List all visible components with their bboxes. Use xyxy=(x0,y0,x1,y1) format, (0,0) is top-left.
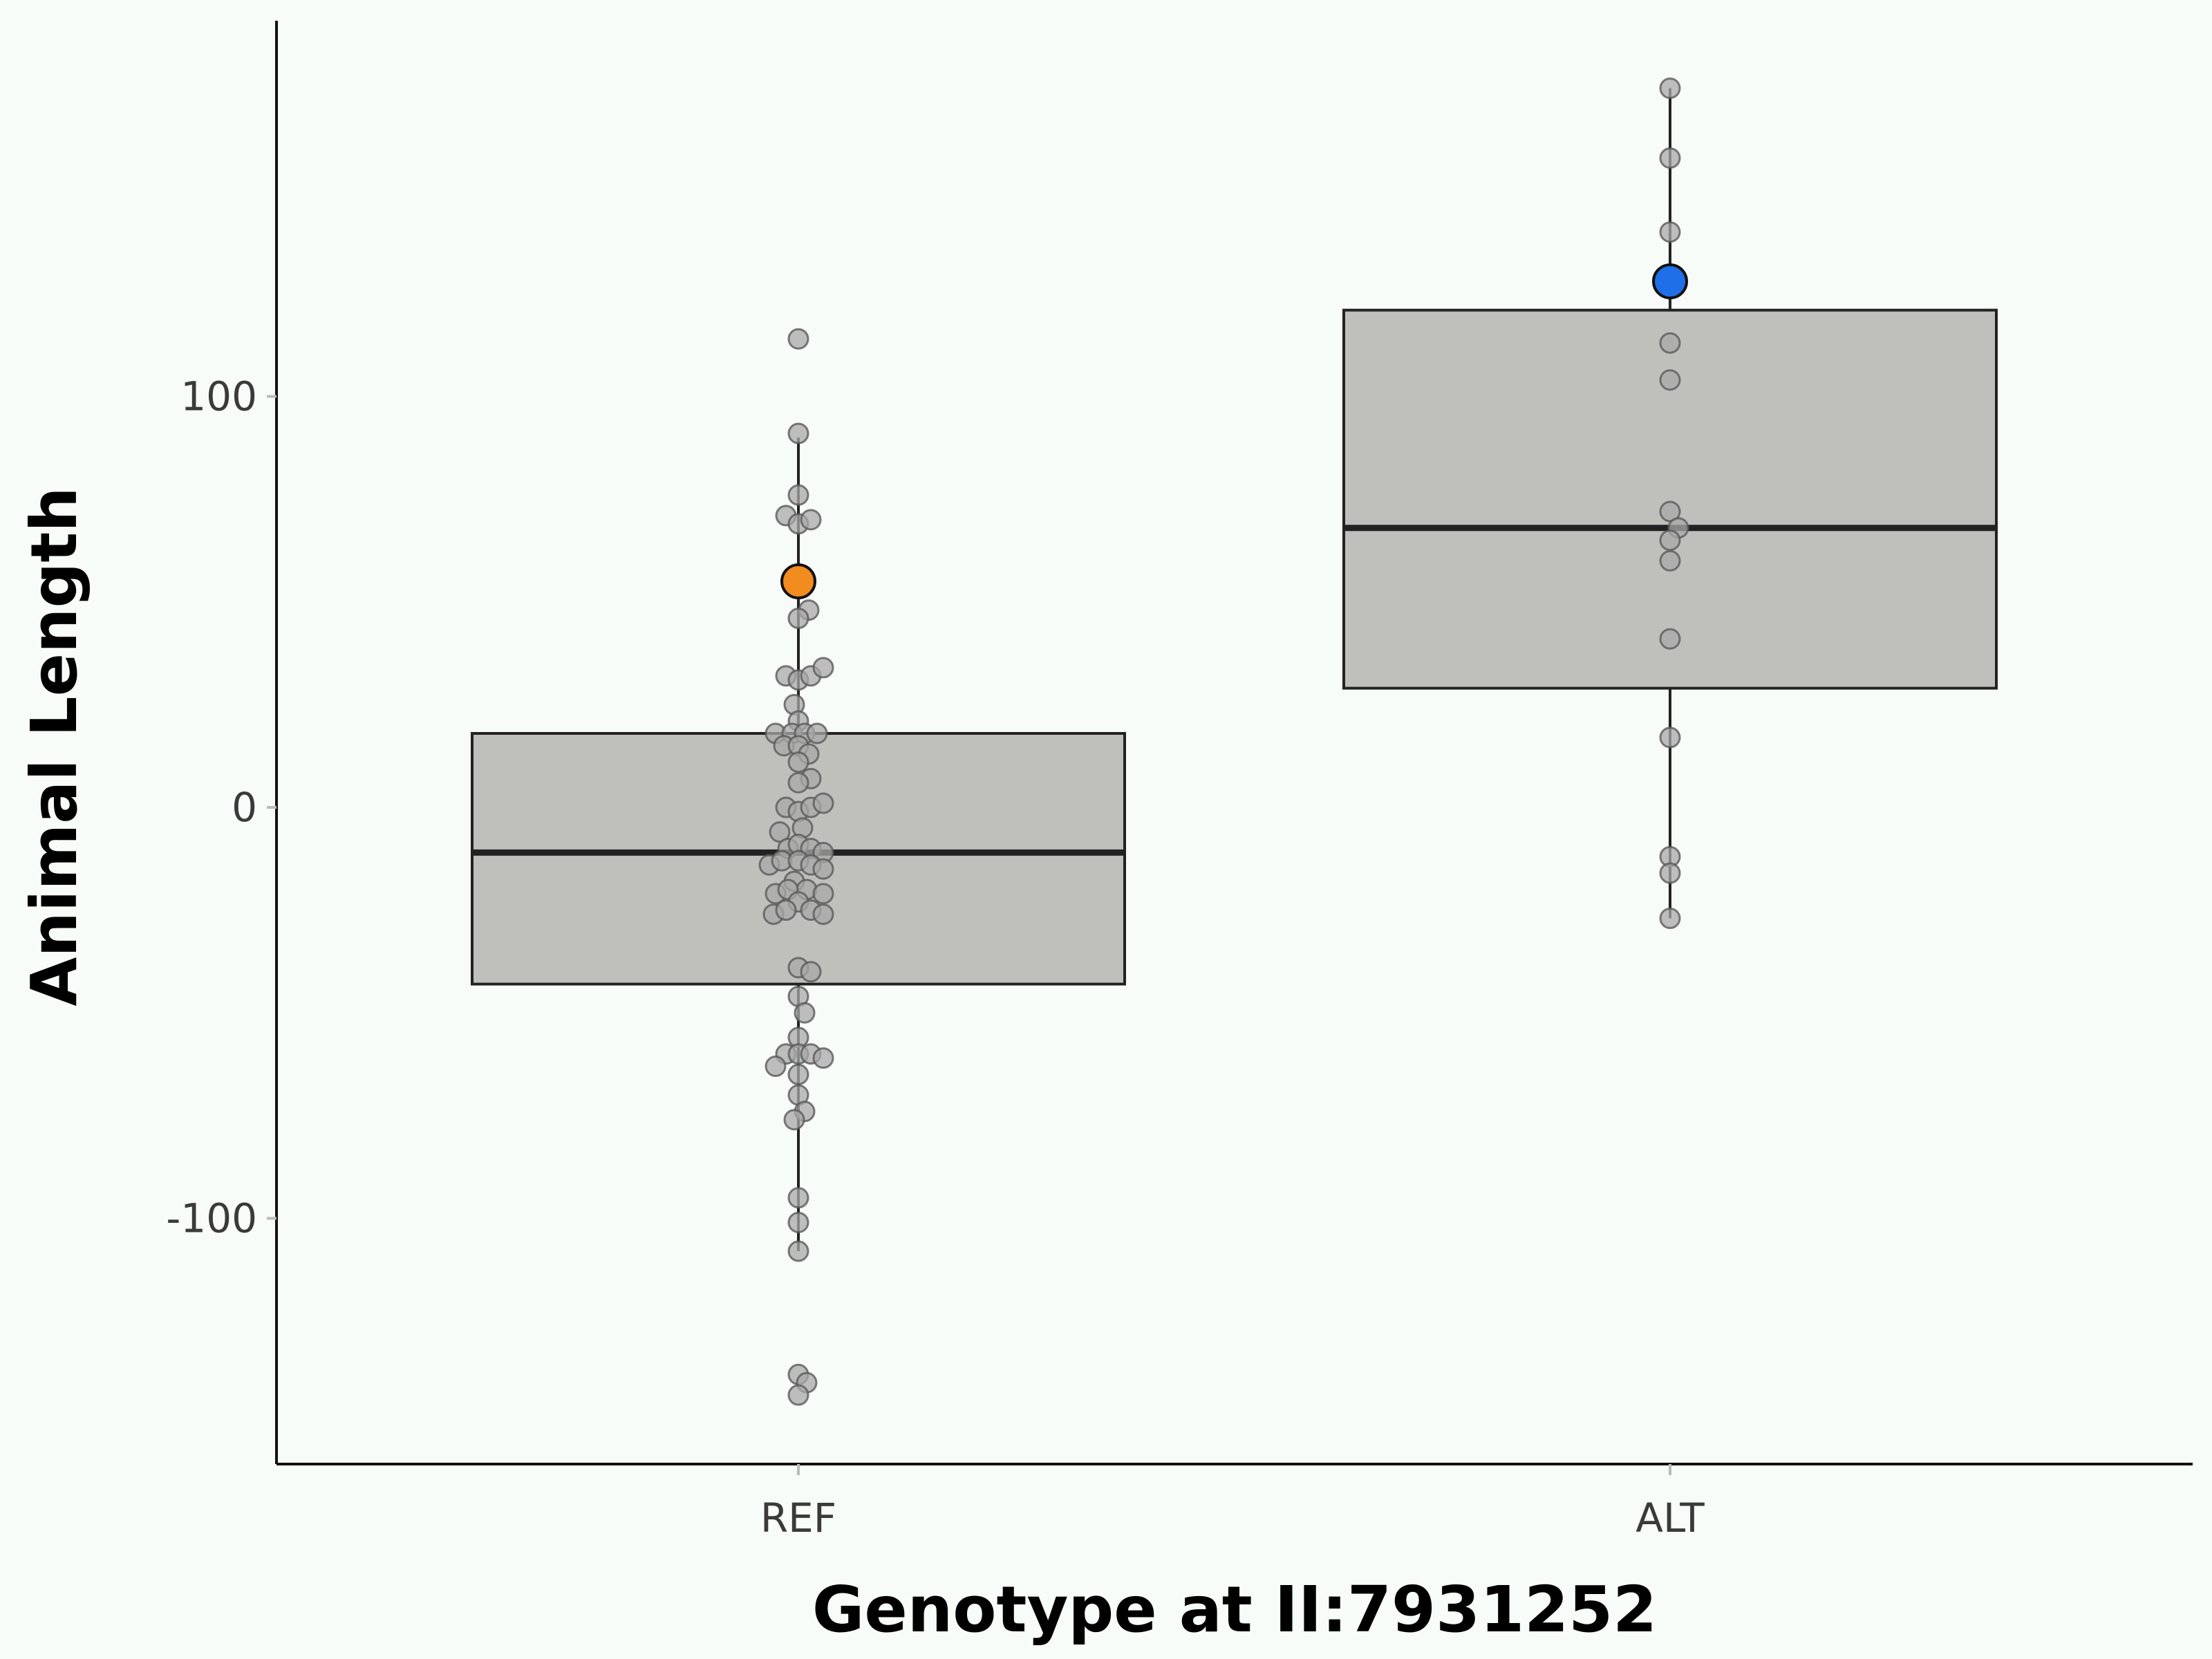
data-point xyxy=(787,751,809,774)
axis-ticks: -100 0 100 REF ALT xyxy=(166,373,1705,1542)
data-point xyxy=(787,328,809,350)
data-point xyxy=(800,961,822,983)
data-point xyxy=(1659,147,1681,169)
data-point xyxy=(787,422,809,444)
data-point xyxy=(1659,908,1681,930)
x-tick-label: REF xyxy=(760,1494,836,1541)
data-point xyxy=(794,1002,816,1024)
data-point xyxy=(812,903,834,926)
data-point xyxy=(783,1109,805,1131)
data-point xyxy=(812,1047,834,1069)
data-point xyxy=(787,1384,809,1406)
highlight-point-alt xyxy=(1652,263,1688,300)
data-point xyxy=(787,484,809,506)
data-point xyxy=(787,1211,809,1233)
data-point xyxy=(812,883,834,905)
data-point xyxy=(800,509,822,531)
y-tick-label: 0 xyxy=(232,784,257,831)
data-point xyxy=(1659,862,1681,884)
y-axis-title: Animal Length xyxy=(17,487,91,1006)
y-tick-label: -100 xyxy=(166,1195,257,1242)
highlight-point-ref xyxy=(780,563,816,600)
data-point xyxy=(1659,369,1681,391)
data-point xyxy=(812,792,834,814)
data-point xyxy=(787,1187,809,1209)
data-point xyxy=(812,858,834,880)
data-point xyxy=(787,608,809,630)
data-point xyxy=(787,1063,809,1085)
data-point xyxy=(765,1056,787,1078)
data-point xyxy=(787,771,809,794)
plot-area xyxy=(471,77,1998,1406)
x-axis-title: Genotype at II:7931252 xyxy=(812,1573,1657,1647)
data-point xyxy=(1659,332,1681,354)
data-point xyxy=(1659,550,1681,572)
x-tick-label: ALT xyxy=(1635,1494,1705,1541)
data-point xyxy=(1659,628,1681,650)
data-point xyxy=(806,722,828,744)
data-point xyxy=(775,899,797,921)
data-point xyxy=(812,657,834,679)
data-point xyxy=(1659,529,1681,552)
data-point xyxy=(1659,727,1681,749)
y-tick-label: 100 xyxy=(180,373,257,420)
data-point xyxy=(1659,221,1681,243)
data-point xyxy=(787,1240,809,1262)
data-point xyxy=(1659,77,1681,100)
